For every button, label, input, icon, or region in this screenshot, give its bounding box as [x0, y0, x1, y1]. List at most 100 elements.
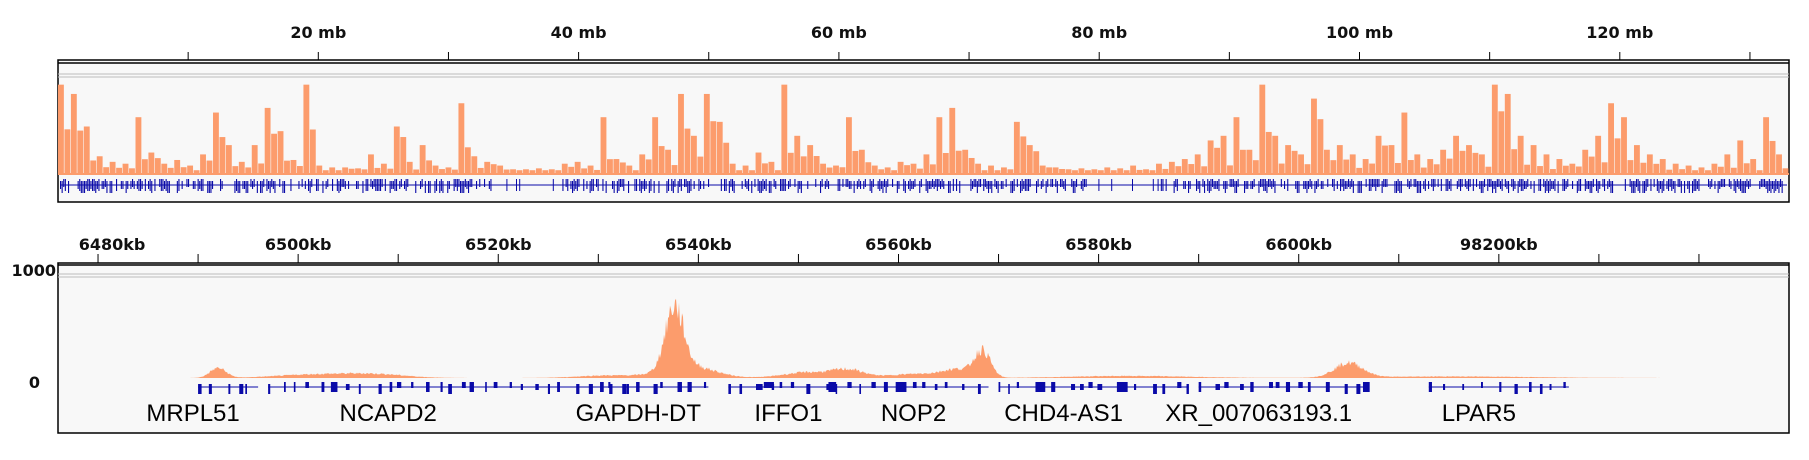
gene-feature[interactable]: CHD4-AS1	[998, 382, 1189, 427]
coverage-bar	[516, 170, 523, 173]
gene-exon	[806, 384, 811, 394]
gene-mark	[1661, 181, 1663, 193]
gene-feature[interactable]: NCAPD2	[268, 382, 639, 427]
gene-mark	[234, 181, 236, 193]
gene-exon	[1499, 382, 1502, 392]
coverage-bar	[1382, 145, 1388, 173]
gene-name-label[interactable]: XR_007063193.1	[1165, 400, 1352, 427]
coverage-bar	[1446, 158, 1453, 173]
coverage-bar	[1705, 170, 1711, 173]
gene-exon	[739, 384, 743, 394]
gene-exon	[1307, 382, 1311, 392]
gene-exon	[1080, 384, 1084, 390]
gene-mark	[1236, 181, 1238, 193]
ruler-label: 6500kb	[265, 235, 332, 254]
gene-mark	[1642, 181, 1644, 193]
gene-mark	[1720, 179, 1722, 187]
coverage-bar	[607, 159, 613, 173]
coverage-bar	[187, 165, 194, 173]
coverage-bar	[555, 170, 562, 173]
gene-mark	[1050, 179, 1052, 187]
coverage-bar	[1666, 169, 1673, 173]
ruler-label: 6560kb	[865, 235, 932, 254]
gene-mark	[1490, 179, 1492, 187]
coverage-bar	[122, 163, 129, 173]
coverage-bar	[774, 170, 781, 173]
gene-mark	[1527, 179, 1529, 187]
coverage-bar	[1685, 165, 1692, 173]
gene-exon	[547, 384, 551, 394]
gene-mark	[1708, 179, 1710, 187]
coverage-bar	[109, 161, 116, 173]
gene-track[interactable]: MRPL51 NCAPD2 GAPDH-DT IFFO1 NOP2 CHD4-AS1 XR_…	[146, 382, 1569, 427]
coverage-bar	[807, 145, 814, 173]
gene-exon	[293, 382, 296, 392]
gene-mark	[109, 181, 111, 193]
gene-exon	[608, 382, 611, 388]
gene-feature[interactable]: IFFO1	[728, 382, 831, 427]
gene-feature[interactable]: XR_007063193.1	[1165, 382, 1370, 427]
ruler-label: 6600kb	[1265, 235, 1332, 254]
gene-name-label[interactable]: CHD4-AS1	[1004, 400, 1123, 427]
coverage-bar	[1717, 166, 1724, 173]
gene-mark	[311, 179, 313, 187]
gene-mark	[685, 179, 687, 187]
chromosome-overview-panel[interactable]: 20 mb 40 mb 60 mb 80 mb 100 mb 120 mb	[57, 23, 1790, 203]
gene-feature[interactable]: LPAR5	[1428, 382, 1569, 427]
coverage-bar	[710, 121, 717, 173]
gene-name-label[interactable]: NCAPD2	[340, 400, 437, 427]
coverage-bar	[464, 147, 471, 173]
gene-mark	[186, 179, 188, 187]
coverage-bar	[1052, 167, 1059, 173]
gene-mark	[858, 179, 860, 187]
gene-mark	[151, 181, 153, 193]
coverage-bar	[426, 160, 433, 173]
gene-mark	[338, 181, 340, 193]
gene-exon	[448, 384, 452, 394]
gene-feature[interactable]: MRPL51	[146, 384, 259, 427]
gene-mark	[269, 181, 271, 193]
gene-name-label[interactable]: LPAR5	[1442, 400, 1516, 427]
gene-feature[interactable]: NOP2	[828, 382, 989, 427]
gene-mark	[1376, 179, 1378, 187]
ruler-label: 98200kb	[1460, 235, 1538, 254]
gene-mark	[797, 181, 799, 193]
gene-feature[interactable]: GAPDH-DT	[576, 382, 709, 427]
gene-exon	[485, 382, 487, 392]
locus-detail-panel[interactable]: 6480kb 6500kb 6520kb 6540kb 6560kb 6580kb 6600…	[11, 235, 1790, 434]
gene-exon	[588, 384, 593, 394]
gene-mark	[237, 181, 239, 193]
gene-name-label[interactable]: MRPL51	[146, 400, 239, 427]
gene-name-label[interactable]: GAPDH-DT	[576, 400, 702, 427]
coverage-bar	[1026, 145, 1033, 173]
coverage-bar	[594, 169, 600, 173]
gene-mark	[1476, 179, 1478, 187]
gene-exon	[703, 382, 707, 388]
gene-exon	[1298, 382, 1303, 388]
gene-mark	[1496, 179, 1498, 187]
coverage-bar	[1181, 159, 1188, 173]
gene-mark	[1415, 179, 1417, 187]
coverage-bar	[219, 137, 226, 173]
coverage-bar	[245, 167, 252, 173]
gene-exon	[828, 382, 837, 392]
coverage-bar	[749, 170, 755, 173]
coverage-bar	[1743, 163, 1750, 173]
gene-exon	[1481, 382, 1483, 388]
gene-mark	[1224, 181, 1226, 193]
gene-mark	[1764, 179, 1766, 187]
coverage-bar	[878, 169, 885, 173]
gene-mark	[1434, 179, 1436, 187]
gene-name-label[interactable]: IFFO1	[754, 400, 822, 427]
coverage-bar	[1091, 169, 1098, 173]
gene-mark	[95, 181, 97, 193]
gene-name-label[interactable]: NOP2	[881, 400, 946, 427]
gene-exon	[1088, 382, 1093, 388]
gene-mark	[1760, 179, 1762, 187]
gene-exon	[1250, 382, 1254, 392]
coverage-bar	[1562, 165, 1569, 173]
gene-density-track[interactable]	[60, 179, 1787, 193]
gene-exon	[1215, 384, 1220, 390]
coverage-bar	[1330, 160, 1337, 173]
gene-exon	[1356, 384, 1361, 394]
